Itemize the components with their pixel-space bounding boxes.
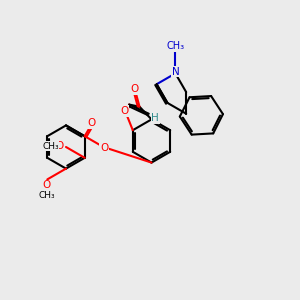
Text: O: O bbox=[120, 106, 128, 116]
Text: CH₃: CH₃ bbox=[38, 190, 55, 200]
Text: CH₃: CH₃ bbox=[166, 41, 184, 51]
Text: O: O bbox=[100, 143, 108, 153]
Text: O: O bbox=[56, 141, 64, 151]
Text: CH₃: CH₃ bbox=[42, 142, 59, 151]
Text: O: O bbox=[130, 84, 139, 94]
Text: O: O bbox=[88, 118, 96, 128]
Text: O: O bbox=[42, 180, 50, 190]
Text: N: N bbox=[172, 67, 179, 76]
Text: H: H bbox=[152, 113, 159, 123]
